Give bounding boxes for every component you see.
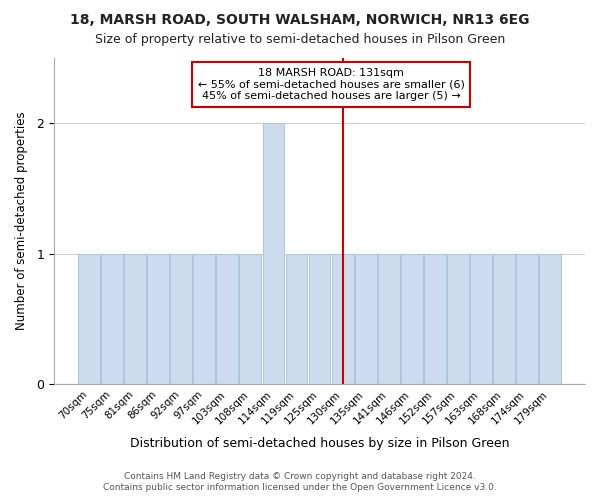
Bar <box>124 254 146 384</box>
Bar <box>286 254 307 384</box>
Bar <box>148 254 169 384</box>
Bar <box>193 254 215 384</box>
Bar <box>332 254 353 384</box>
Bar <box>447 254 469 384</box>
Text: 18 MARSH ROAD: 131sqm
← 55% of semi-detached houses are smaller (6)
45% of semi-: 18 MARSH ROAD: 131sqm ← 55% of semi-deta… <box>197 68 464 101</box>
Bar <box>239 254 262 384</box>
Bar <box>101 254 123 384</box>
Text: Size of property relative to semi-detached houses in Pilson Green: Size of property relative to semi-detach… <box>95 32 505 46</box>
Bar <box>516 254 538 384</box>
Y-axis label: Number of semi-detached properties: Number of semi-detached properties <box>15 112 28 330</box>
X-axis label: Distribution of semi-detached houses by size in Pilson Green: Distribution of semi-detached houses by … <box>130 437 509 450</box>
Bar <box>470 254 492 384</box>
Bar <box>401 254 422 384</box>
Text: Contains public sector information licensed under the Open Government Licence v3: Contains public sector information licen… <box>103 484 497 492</box>
Bar <box>308 254 331 384</box>
Bar <box>217 254 238 384</box>
Bar <box>78 254 100 384</box>
Text: Contains HM Land Registry data © Crown copyright and database right 2024.: Contains HM Land Registry data © Crown c… <box>124 472 476 481</box>
Bar <box>424 254 446 384</box>
Bar <box>170 254 192 384</box>
Bar <box>378 254 400 384</box>
Bar <box>539 254 561 384</box>
Text: 18, MARSH ROAD, SOUTH WALSHAM, NORWICH, NR13 6EG: 18, MARSH ROAD, SOUTH WALSHAM, NORWICH, … <box>70 12 530 26</box>
Bar <box>493 254 515 384</box>
Bar <box>355 254 377 384</box>
Bar <box>263 123 284 384</box>
